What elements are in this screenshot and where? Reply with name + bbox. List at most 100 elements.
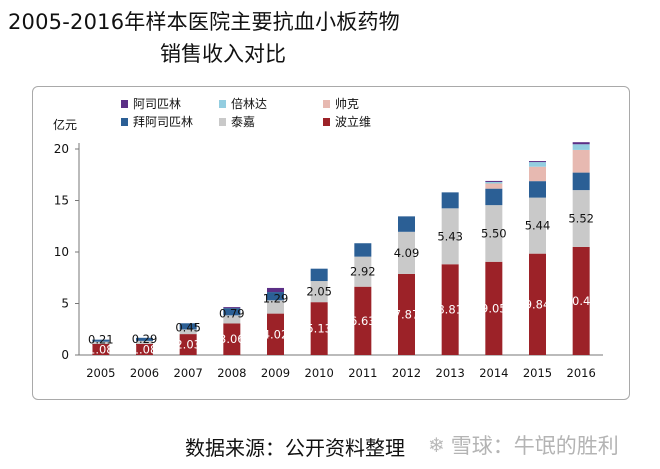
bar-segment bbox=[441, 192, 459, 209]
bar-segment bbox=[485, 180, 503, 182]
bar-segment bbox=[310, 268, 328, 282]
bar-segment bbox=[92, 341, 110, 344]
data-label-taijia: 2.92 bbox=[350, 265, 376, 279]
legend-swatch bbox=[219, 100, 226, 108]
bar-segment bbox=[92, 343, 110, 355]
legend-swatch bbox=[121, 118, 128, 126]
bar-segment bbox=[136, 337, 153, 341]
bar-segment bbox=[267, 292, 284, 301]
legend-label: 波立维 bbox=[335, 114, 371, 129]
bar-segment bbox=[398, 231, 415, 274]
data-label-taijia: 0.79 bbox=[219, 306, 245, 320]
bar-segment bbox=[485, 261, 503, 355]
bar-segment bbox=[267, 287, 284, 293]
data-label-bolivi: 6.63 bbox=[350, 314, 376, 328]
x-tick-label: 2010 bbox=[305, 366, 334, 380]
legend-label: 泰嘉 bbox=[231, 115, 255, 129]
snowflake-icon: ❄ bbox=[428, 433, 445, 457]
bar-segment bbox=[136, 343, 153, 355]
x-tick-label: 2006 bbox=[130, 366, 159, 380]
bar-segment bbox=[179, 334, 197, 355]
bar-segment bbox=[354, 256, 372, 287]
bar-segment bbox=[398, 273, 415, 355]
data-label-taijia: 0.29 bbox=[132, 332, 158, 346]
bar-segment bbox=[572, 172, 590, 191]
x-tick-label: 2011 bbox=[348, 366, 377, 380]
legend-label: 阿司匹林 bbox=[133, 97, 181, 111]
data-label-taijia: 1.29 bbox=[263, 291, 289, 305]
data-label-taijia: 2.05 bbox=[306, 285, 332, 299]
x-tick-label: 2012 bbox=[392, 366, 421, 380]
bar-segment bbox=[354, 286, 372, 355]
data-source-note: 数据来源：公开资料整理 bbox=[185, 436, 405, 460]
bar-segment bbox=[310, 281, 328, 303]
data-label-taijia: 5.50 bbox=[481, 226, 507, 240]
bar-segment bbox=[529, 181, 546, 198]
x-tick-label: 2015 bbox=[523, 366, 552, 380]
bar-segment bbox=[223, 308, 241, 316]
data-label-taijia: 4.09 bbox=[394, 246, 420, 260]
y-tick-label: 15 bbox=[54, 194, 69, 208]
data-label-bolivi: 9.84 bbox=[525, 297, 551, 311]
x-tick-label: 2013 bbox=[436, 366, 465, 380]
bar-segment bbox=[267, 313, 284, 355]
watermark: ❄ 雪球：牛氓的胜利 bbox=[428, 430, 619, 460]
data-label-bolivi: 7.87 bbox=[394, 307, 420, 321]
legend-swatch bbox=[323, 100, 330, 108]
legend-swatch bbox=[323, 118, 330, 126]
y-tick-label: 20 bbox=[54, 142, 69, 156]
data-label-bolivi: 3.06 bbox=[219, 332, 245, 346]
data-label-taijia: 0.45 bbox=[175, 320, 201, 334]
y-tick-label: 10 bbox=[54, 245, 69, 259]
x-tick-label: 2014 bbox=[479, 366, 508, 380]
chart-frame: 亿元 0 5 10 15 20 2005 2006 2007 2008 2009 2010 2011 20… bbox=[32, 86, 630, 400]
legend-swatch bbox=[121, 100, 128, 108]
y-axis-label: 亿元 bbox=[53, 117, 77, 132]
bar-segment bbox=[441, 208, 459, 265]
chart-title-line-1: 2005-2016年样本医院主要抗血小板药物 bbox=[8, 10, 400, 34]
x-tick-label: 2009 bbox=[261, 366, 290, 380]
legend-label: 拜阿司匹林 bbox=[133, 115, 193, 129]
bar-segment bbox=[223, 323, 241, 355]
bar-segment bbox=[529, 253, 546, 355]
bar-segment bbox=[92, 339, 110, 342]
watermark-text: 雪球：牛氓的胜利 bbox=[450, 434, 619, 458]
bar-segment bbox=[267, 300, 284, 314]
x-tick-label: 2016 bbox=[567, 366, 596, 380]
bar-segment bbox=[529, 197, 546, 254]
data-label-bolivi: 4.02 bbox=[263, 327, 289, 341]
bar-segment bbox=[572, 246, 590, 355]
chart-title-line-2: 销售收入对比 bbox=[160, 42, 286, 66]
bar-segment bbox=[529, 162, 546, 167]
x-tick-label: 2008 bbox=[217, 366, 246, 380]
data-label-taijia: 5.52 bbox=[568, 212, 594, 226]
y-tick-label: 5 bbox=[61, 297, 69, 311]
data-label-bolivi: 8.81 bbox=[437, 303, 463, 317]
bar-segment bbox=[310, 302, 328, 355]
bar-segment bbox=[572, 142, 590, 145]
legend-label: 帅克 bbox=[335, 97, 359, 111]
data-label-taijia: 5.44 bbox=[525, 219, 551, 233]
bar-segment bbox=[354, 243, 372, 257]
bar-segment bbox=[179, 329, 197, 335]
bar-segment bbox=[398, 216, 415, 232]
bar-segment bbox=[223, 315, 241, 324]
bar-segment bbox=[572, 190, 590, 247]
bar-segment bbox=[179, 323, 197, 330]
bar-segment bbox=[572, 149, 590, 173]
bar-segment bbox=[441, 264, 459, 355]
data-label-bolivi: 10.49 bbox=[565, 294, 598, 308]
data-label-bolivi: 1.08 bbox=[88, 342, 114, 356]
bar-segment bbox=[529, 161, 546, 163]
data-label-taijia: 5.43 bbox=[437, 229, 463, 243]
bar-segment bbox=[136, 340, 153, 344]
bar-segment bbox=[485, 188, 503, 206]
bar-segment bbox=[485, 181, 503, 184]
legend-label: 倍林达 bbox=[231, 96, 267, 111]
bar-segment bbox=[529, 166, 546, 182]
x-tick-label: 2007 bbox=[174, 366, 203, 380]
data-label-taijia: 0.21 bbox=[88, 333, 114, 347]
data-label-bolivi: 1.08 bbox=[132, 342, 158, 356]
data-label-bolivi: 5.13 bbox=[306, 322, 332, 336]
y-tick-label: 0 bbox=[61, 348, 69, 362]
